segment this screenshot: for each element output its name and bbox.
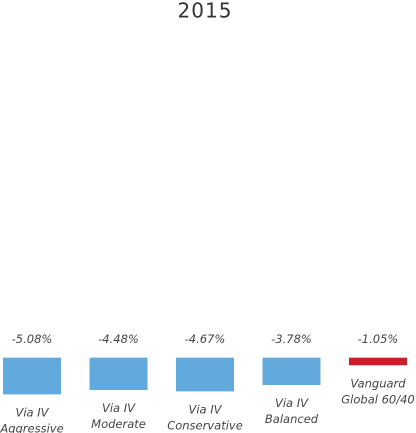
- category-line: Via IV: [102, 401, 136, 415]
- category-label: Via IV Aggressive: [0, 405, 64, 433]
- category-line: Aggressive: [0, 421, 64, 433]
- bar: [89, 357, 148, 391]
- category-line: Balanced: [265, 411, 319, 425]
- category-line: Moderate: [91, 417, 146, 431]
- category-line: Vanguard: [350, 376, 406, 390]
- value-label: -4.67%: [185, 332, 226, 346]
- chart-title: 2015: [178, 0, 233, 23]
- value-label: -1.05%: [358, 332, 399, 346]
- category-label: Via IV Conservative: [167, 402, 243, 432]
- category-label: Via IV Moderate: [91, 401, 146, 431]
- value-label: -5.08%: [12, 332, 53, 346]
- category-label: Via IV Balanced: [265, 395, 319, 425]
- bar: [176, 357, 234, 392]
- category-line: Via IV: [275, 395, 309, 409]
- category-line: Global 60/40: [341, 392, 414, 406]
- category-line: Conservative: [167, 418, 243, 432]
- category-line: Via IV: [188, 402, 222, 416]
- value-label: -3.78%: [271, 332, 312, 346]
- value-label: -4.48%: [98, 332, 139, 346]
- category-label: Vanguard Global 60/40: [341, 376, 414, 406]
- category-line: Via IV: [15, 405, 49, 419]
- bar: [349, 357, 407, 366]
- bar: [3, 357, 61, 395]
- bar: [262, 357, 321, 385]
